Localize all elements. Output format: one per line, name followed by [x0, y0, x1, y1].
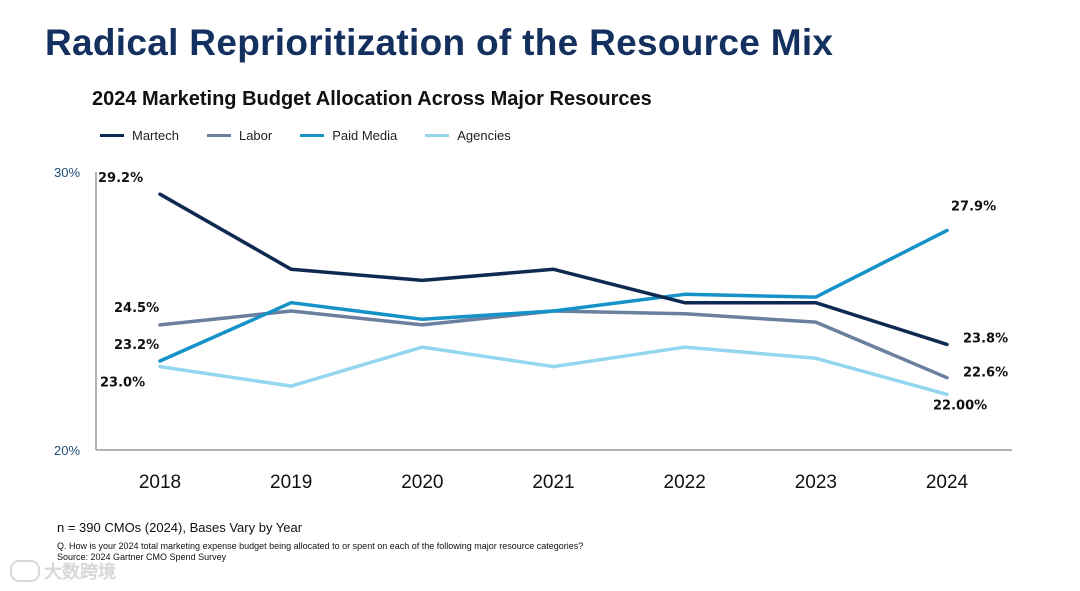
- chart-title: 2024 Marketing Budget Allocation Across …: [92, 88, 652, 110]
- legend-label-martech: Martech: [132, 128, 179, 143]
- legend-swatch-agencies: [425, 134, 450, 137]
- x-tick-label: 2021: [532, 472, 574, 493]
- question-note: Q. How is your 2024 total marketing expe…: [57, 541, 584, 551]
- series-line-agencies: [158, 345, 949, 397]
- data-label-martech: 29.2%: [98, 171, 143, 186]
- legend-swatch-labor: [206, 134, 231, 137]
- legend-label-labor: Labor: [238, 128, 273, 143]
- legend-item-martech: Martech: [100, 128, 179, 143]
- data-label-agencies: 22.00%: [933, 398, 987, 413]
- y-tick-label-top: 30%: [54, 165, 80, 180]
- legend-item-paid-media: Paid Media: [300, 128, 397, 143]
- x-tick-label: 2024: [926, 472, 969, 493]
- legend-item-labor: Labor: [206, 128, 273, 143]
- sample-note: n = 390 CMOs (2024), Bases Vary by Year: [57, 520, 303, 535]
- x-tick-label: 2023: [795, 472, 837, 493]
- data-label-agencies: 23.0%: [100, 376, 145, 391]
- data-label-paid-media: 23.2%: [114, 338, 159, 353]
- x-tick-label: 2019: [270, 472, 312, 493]
- legend-label-paid-media: Paid Media: [332, 128, 398, 143]
- data-label-paid-media: 27.9%: [951, 199, 996, 214]
- watermark-text: 大数跨境: [44, 562, 116, 582]
- chart-legend: Martech Labor Paid Media Agencies: [100, 128, 511, 143]
- data-label-martech: 23.8%: [963, 331, 1008, 346]
- legend-swatch-paid-media: [300, 134, 325, 137]
- x-tick-label: 2020: [401, 472, 443, 493]
- watermark: 大数跨境: [10, 558, 116, 584]
- series-line-paid-media: [158, 228, 949, 363]
- watermark-logo-icon: [10, 560, 40, 582]
- legend-item-agencies: Agencies: [425, 128, 511, 143]
- legend-label-agencies: Agencies: [457, 128, 511, 143]
- source-note: Source: 2024 Gartner CMO Spend Survey: [57, 552, 227, 562]
- slide-title: Radical Reprioritization of the Resource…: [45, 22, 834, 63]
- x-tick-label: 2022: [664, 472, 706, 493]
- x-tick-label: 2018: [139, 472, 181, 493]
- legend-swatch-martech: [100, 134, 124, 137]
- series-line-martech: [158, 192, 949, 347]
- data-label-labor: 24.5%: [114, 301, 159, 316]
- data-label-labor: 22.6%: [963, 366, 1008, 381]
- y-tick-label-bottom: 20%: [54, 443, 80, 458]
